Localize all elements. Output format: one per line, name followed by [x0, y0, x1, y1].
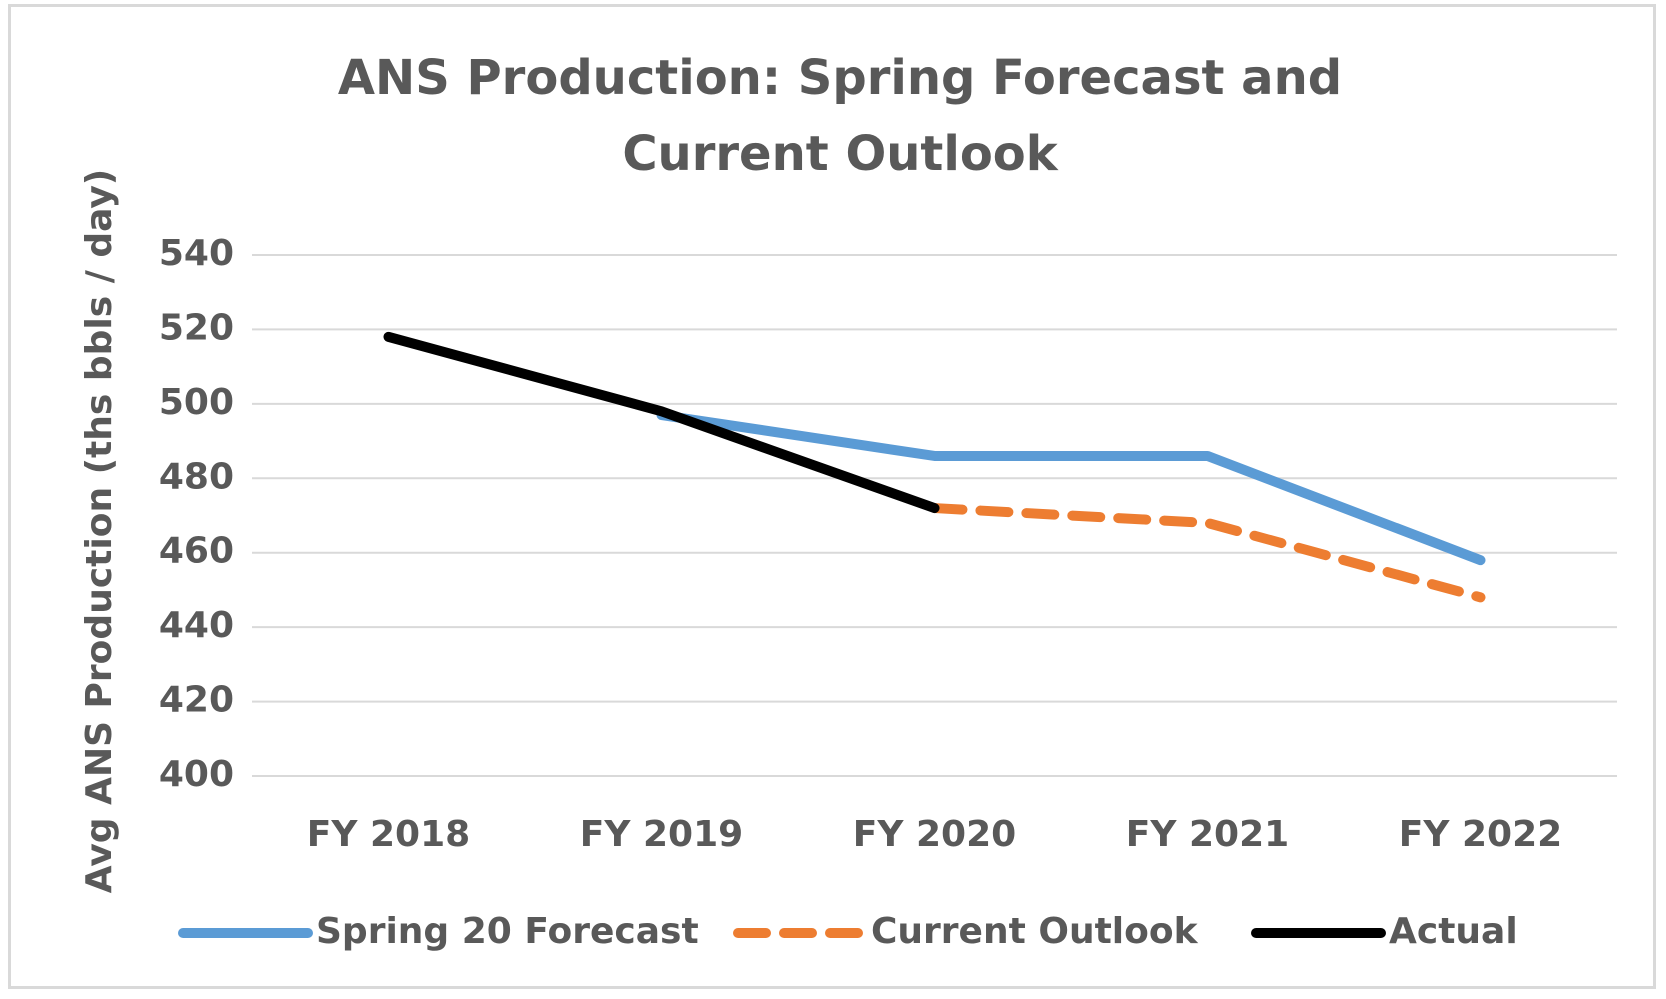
legend-label: Current Outlook [871, 911, 1199, 952]
y-tick-label: 420 [159, 680, 234, 721]
y-tick-label: 480 [159, 456, 234, 497]
y-tick-label: 460 [159, 531, 234, 572]
y-tick-label: 400 [159, 754, 234, 795]
x-tick-label: FY 2018 [307, 814, 470, 855]
y-axis-label: Avg ANS Production (ths bbls / day) [79, 169, 120, 894]
series-line [929, 503, 1486, 603]
chart-border [8, 4, 1656, 989]
y-tick-label: 520 [159, 307, 234, 348]
chart-title: ANS Production: Spring Forecast and Curr… [337, 50, 1343, 182]
x-tick-label: FY 2022 [1399, 814, 1562, 855]
y-tick-label: 500 [159, 382, 234, 423]
series-line [656, 410, 1486, 566]
legend-label: Spring 20 Forecast [316, 911, 699, 952]
y-tick-label: 440 [159, 605, 234, 646]
legend-label: Actual [1389, 911, 1518, 952]
series-line [383, 331, 940, 514]
x-tick-label: FY 2019 [580, 814, 743, 855]
x-tick-label: FY 2021 [1126, 814, 1289, 855]
x-tick-label: FY 2020 [853, 814, 1016, 855]
y-tick-label: 540 [159, 233, 234, 274]
